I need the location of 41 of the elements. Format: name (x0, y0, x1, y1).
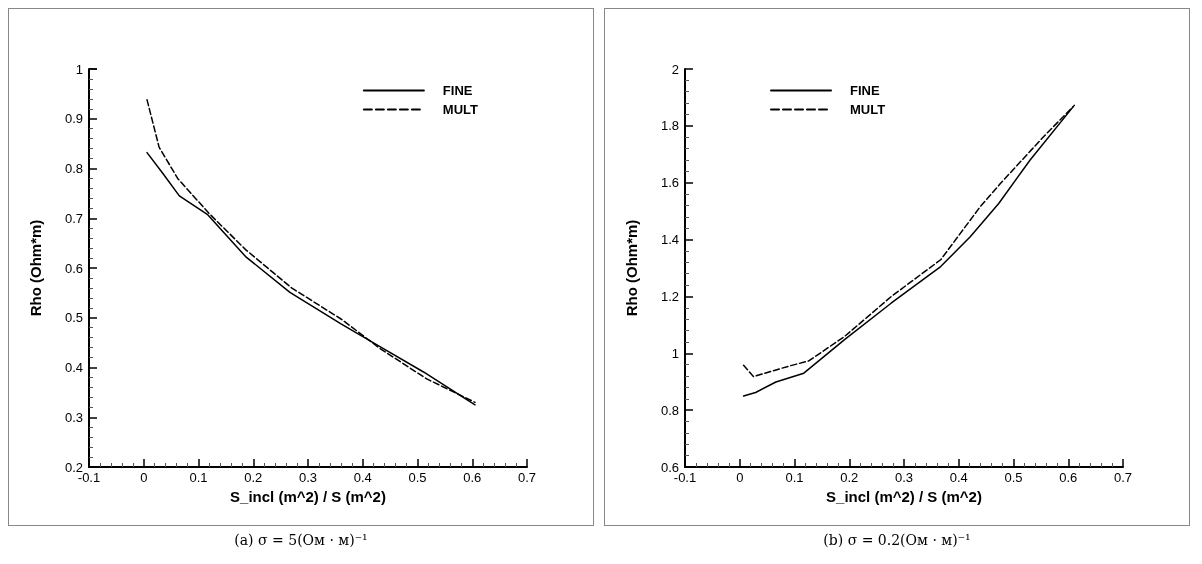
x-tick-label: 0.1 (785, 470, 804, 485)
y-tick-label: 1.8 (660, 118, 679, 134)
x-axis-title: S_incl (m^2) / S (m^2) (826, 488, 982, 505)
y-tick-label: 0.3 (64, 409, 83, 425)
x-tick-label: 0.4 (949, 470, 968, 485)
x-tick-label: 0.6 (463, 470, 482, 485)
y-tick-label: 0.9 (64, 111, 83, 127)
y-tick-label: 1.4 (660, 232, 679, 248)
y-tick-label: 1 (75, 61, 83, 77)
text: (a) σ = 5(Ом · м)⁻¹ (233, 532, 369, 548)
x-tick-label: 0.1 (189, 470, 208, 485)
y-tick-label: 0.5 (64, 310, 83, 326)
x-tick-label: 0.2 (244, 470, 263, 485)
y-tick-label: 1.2 (660, 288, 679, 304)
y-tick-label: 0.8 (64, 161, 83, 176)
x-tick-label: 0.7 (517, 470, 537, 485)
x-tick-label: 0.7 (1113, 470, 1133, 485)
y-tick-label: 0.7 (64, 210, 83, 226)
x-tick-label: 0.3 (298, 470, 318, 485)
y-tick-label: 0.4 (64, 360, 83, 375)
x-tick-label: 0.2 (840, 470, 859, 485)
x-tick-label: 0.4 (353, 470, 372, 485)
y-tick-label: 2 (671, 61, 679, 77)
legend-label: FINE (442, 83, 473, 98)
x-tick-label: 0 (736, 470, 744, 485)
text: (b) σ = 0.2(Ом · м)⁻¹ (822, 532, 972, 548)
x-axis-title: S_incl (m^2) / S (m^2) (230, 488, 386, 505)
legend-label: FINE (850, 83, 880, 98)
x-tick-label: 0 (140, 470, 148, 485)
legend-label: MULT (850, 102, 886, 117)
y-tick-label: 0.8 (660, 402, 679, 418)
x-tick-label: 0.5 (1004, 470, 1023, 485)
y-tick-label: 1.6 (660, 175, 679, 191)
y-tick-label: 1 (671, 345, 679, 361)
legend-label: MULT (442, 102, 479, 117)
y-axis-title: Rho (Ohm*m) (623, 219, 640, 317)
x-tick-label: 0.3 (894, 470, 914, 485)
y-axis-title: Rho (Ohm*m) (27, 219, 44, 317)
x-tick-label: 0.5 (408, 470, 427, 485)
x-tick-label: 0.6 (1059, 470, 1078, 485)
y-tick-label: 0.6 (64, 260, 83, 276)
